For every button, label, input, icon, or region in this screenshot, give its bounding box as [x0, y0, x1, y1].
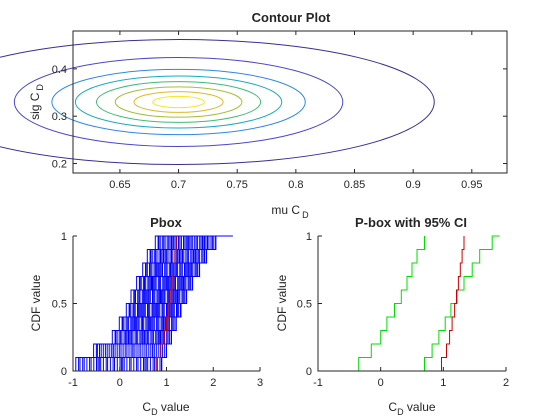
- contour-level-7: [13, 57, 344, 147]
- pbox-ci-y-ticks: 00.51: [297, 231, 322, 378]
- pbox-ci-x-axis-label-text: C: [388, 400, 397, 414]
- pbox-x-axis-label: CD value: [142, 400, 190, 417]
- contour-level-1: [152, 95, 205, 109]
- pbox-ci-x-axis-label: CD value: [388, 400, 436, 417]
- pbox-ci-x-axis-label-subscript: D: [397, 407, 404, 417]
- pbox-right-bound: [161, 235, 233, 371]
- pbox-ci-title: P-box with 95% CI: [355, 215, 467, 230]
- pbox-y-axis-label: CDF value: [29, 274, 43, 331]
- pbox-ci-axes: P-box with 95% CI -1 0 1 2 00.51 CD value C…: [275, 215, 509, 417]
- contour-y-ticks: 0.2 0.3 0.4: [52, 64, 507, 171]
- pbox-ci-y-axis-label: CDF value: [275, 274, 289, 331]
- contour-level-5: [74, 75, 283, 129]
- contour-x-ticks: 0.65 0.7 0.75 0.8 0.85 0.9 0.95: [109, 31, 483, 191]
- pbox-x-axis-label-text: C: [142, 400, 151, 414]
- contour-level-3: [114, 86, 243, 118]
- x-tick-label: 2: [503, 377, 509, 389]
- x-tick-label: 0.95: [461, 179, 482, 191]
- contour-level-6: [51, 68, 306, 136]
- contour-plot-title: Contour Plot: [252, 10, 331, 25]
- pbox-title: Pbox: [150, 215, 183, 230]
- pbox-x-axis-label-subscript: D: [151, 407, 158, 417]
- pbox-plot-area: [75, 235, 233, 371]
- y-tick-label: 0.5: [297, 299, 312, 311]
- y-tick-label: 0: [306, 366, 312, 378]
- pbox-ci-series-line-2: [424, 235, 500, 371]
- pbox-axes: Pbox -1 0 1 2 3 00.51 CD value CDF value: [29, 215, 263, 417]
- pbox-ci-plot-area: [358, 235, 500, 371]
- pbox-ci-x-ticks: -1 0 1 2: [313, 367, 509, 389]
- y-tick-label: 0: [61, 366, 67, 378]
- y-tick-label: 0.4: [52, 64, 67, 76]
- contour-level-2: [133, 91, 224, 113]
- x-tick-label: 0.85: [344, 179, 365, 191]
- pbox-left-bound: [78, 236, 159, 371]
- x-tick-label: 0.75: [227, 179, 248, 191]
- contour-y-axis-label: sig CD: [28, 84, 45, 120]
- x-tick-label: 0.9: [406, 179, 421, 191]
- x-tick-label: 0.8: [288, 179, 303, 191]
- contour-plot-frame: [72, 30, 508, 174]
- x-tick-label: 1: [440, 377, 446, 389]
- y-tick-label: 1: [61, 231, 67, 243]
- x-tick-label: 0.7: [171, 179, 186, 191]
- contour-y-axis-label-text: sig C: [28, 92, 42, 120]
- x-tick-label: 0: [117, 377, 123, 389]
- x-tick-label: -1: [313, 377, 323, 389]
- pbox-y-ticks: 00.51: [52, 231, 77, 378]
- pbox-x-axis-label-suffix: value: [158, 400, 190, 414]
- y-tick-label: 0.5: [52, 299, 67, 311]
- y-tick-label: 1: [306, 231, 312, 243]
- pbox-ci-series-line-1: [358, 236, 425, 371]
- y-tick-label: 0.3: [52, 111, 67, 123]
- x-tick-label: -1: [68, 377, 78, 389]
- contour-plot-axes: Contour Plot 0.65 0.7 0.75 0.8 0.85 0.9 0.95 0…: [0, 10, 508, 220]
- x-tick-label: 1: [163, 377, 169, 389]
- contour-level-4: [95, 81, 262, 123]
- x-tick-label: 2: [210, 377, 216, 389]
- contour-x-axis-label-text: mu C: [271, 203, 300, 217]
- pbox-x-ticks: -1 0 1 2 3: [68, 367, 263, 389]
- contour-plot-area: [0, 39, 435, 165]
- contour-y-axis-label-subscript: D: [35, 84, 45, 91]
- pbox-ci-x-axis-label-suffix: value: [404, 400, 436, 414]
- y-tick-label: 0.2: [52, 159, 67, 171]
- x-tick-label: 0.65: [109, 179, 130, 191]
- x-tick-label: 0: [378, 377, 384, 389]
- pbox-ci-series-line-3: [441, 236, 465, 371]
- pbox-series-line: [155, 236, 178, 371]
- contour-x-axis-label-subscript: D: [302, 210, 309, 220]
- x-tick-label: 3: [257, 377, 263, 389]
- pbox-ci-axis-lines: [317, 236, 506, 372]
- contour-level-8: [0, 39, 435, 165]
